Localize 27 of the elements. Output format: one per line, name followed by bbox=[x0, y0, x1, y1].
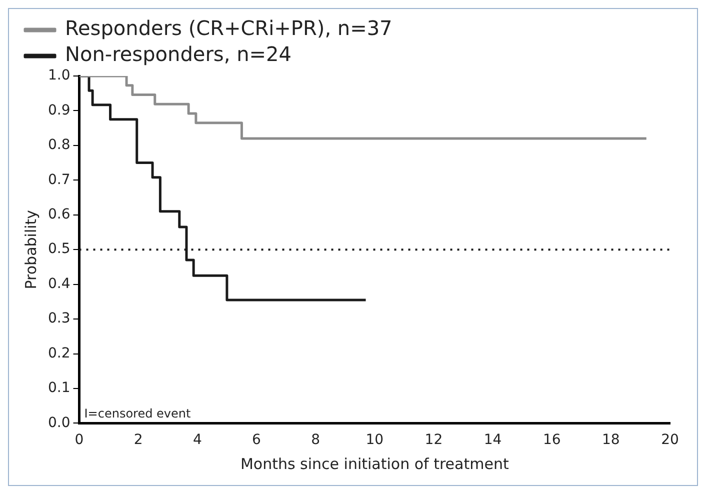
y-tick-label: 0.7 bbox=[48, 172, 70, 188]
y-tick-label: 0.0 bbox=[48, 414, 70, 431]
y-tick-label: 0.5 bbox=[48, 241, 70, 258]
y-tick-label: 0.4 bbox=[48, 276, 70, 292]
y-tick-label: 0.3 bbox=[48, 310, 70, 327]
x-tick-label: 0 bbox=[74, 432, 84, 448]
y-tick-label: 0.1 bbox=[48, 380, 70, 396]
x-tick-label: 10 bbox=[366, 432, 384, 448]
x-tick-label: 16 bbox=[542, 432, 561, 448]
y-tick-label: 0.2 bbox=[48, 345, 70, 362]
y-tick-label: 0.9 bbox=[48, 102, 70, 118]
y-tick-label: 0.8 bbox=[48, 137, 70, 154]
x-tick-label: 20 bbox=[661, 432, 679, 448]
x-axis-title: Months since initiation of treatment bbox=[240, 454, 509, 473]
legend-label: Non-responders, n=24 bbox=[65, 42, 292, 66]
y-tick-label: 0.6 bbox=[48, 206, 70, 223]
x-tick-label: 12 bbox=[424, 432, 443, 448]
x-tick-label: 4 bbox=[192, 432, 202, 448]
x-tick-label: 2 bbox=[134, 432, 143, 448]
y-tick-label: 1.0 bbox=[48, 68, 70, 84]
x-tick-label: 8 bbox=[311, 432, 320, 448]
x-tick-label: 14 bbox=[484, 432, 502, 448]
legend-label: Responders (CR+CRi+PR), n=37 bbox=[65, 16, 392, 40]
y-axis-title: Probability bbox=[22, 210, 40, 290]
annotation: I=censored event bbox=[84, 406, 191, 420]
x-tick-label: 6 bbox=[252, 432, 262, 448]
x-tick-label: 18 bbox=[602, 432, 620, 448]
